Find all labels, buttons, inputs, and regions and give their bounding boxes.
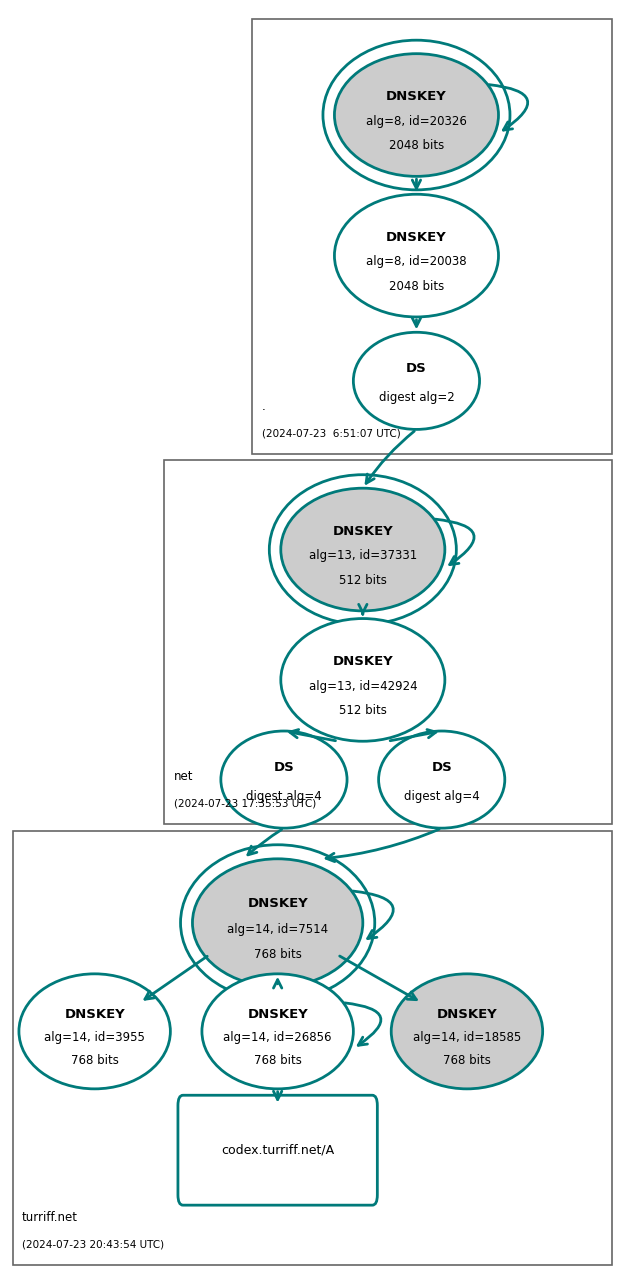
FancyArrowPatch shape <box>290 730 336 741</box>
Text: codex.turriff.net/A: codex.turriff.net/A <box>221 1144 334 1157</box>
Text: (2024-07-23 20:43:54 UTC): (2024-07-23 20:43:54 UTC) <box>22 1240 164 1250</box>
Text: turriff.net: turriff.net <box>22 1212 78 1224</box>
Text: 768 bits: 768 bits <box>71 1053 119 1067</box>
Text: alg=14, id=18585: alg=14, id=18585 <box>413 1030 521 1044</box>
Text: 512 bits: 512 bits <box>339 574 387 587</box>
Text: alg=13, id=37331: alg=13, id=37331 <box>309 550 417 562</box>
FancyArrowPatch shape <box>366 431 415 483</box>
FancyBboxPatch shape <box>178 1095 377 1205</box>
Bar <box>164 460 612 824</box>
FancyArrowPatch shape <box>390 730 436 741</box>
Text: 2048 bits: 2048 bits <box>389 280 444 293</box>
Text: DS: DS <box>432 760 452 774</box>
Ellipse shape <box>391 974 543 1089</box>
Ellipse shape <box>281 619 445 741</box>
Text: .: . <box>262 400 266 413</box>
Ellipse shape <box>281 488 445 611</box>
FancyArrowPatch shape <box>339 956 416 999</box>
FancyArrowPatch shape <box>435 519 474 565</box>
Ellipse shape <box>334 54 498 176</box>
Text: DNSKEY: DNSKEY <box>333 656 393 668</box>
Text: DNSKEY: DNSKEY <box>386 91 447 104</box>
Text: (2024-07-23  6:51:07 UTC): (2024-07-23 6:51:07 UTC) <box>262 428 401 438</box>
FancyArrowPatch shape <box>358 604 367 613</box>
FancyArrowPatch shape <box>145 956 207 999</box>
Text: 512 bits: 512 bits <box>339 704 387 717</box>
Text: DNSKEY: DNSKEY <box>64 1007 125 1021</box>
Text: alg=14, id=7514: alg=14, id=7514 <box>227 923 328 935</box>
Text: DNSKEY: DNSKEY <box>437 1007 497 1021</box>
FancyArrowPatch shape <box>489 84 528 130</box>
Ellipse shape <box>334 194 498 317</box>
Text: 768 bits: 768 bits <box>254 948 302 961</box>
Text: digest alg=4: digest alg=4 <box>246 790 322 803</box>
FancyArrowPatch shape <box>326 829 439 861</box>
FancyArrowPatch shape <box>273 980 282 988</box>
Text: DNSKEY: DNSKEY <box>386 231 447 244</box>
Text: DNSKEY: DNSKEY <box>247 1007 308 1021</box>
Text: (2024-07-23 17:35:53 UTC): (2024-07-23 17:35:53 UTC) <box>174 799 316 809</box>
Bar <box>13 831 612 1265</box>
Text: digest alg=4: digest alg=4 <box>404 790 480 803</box>
Bar <box>252 19 612 454</box>
FancyArrowPatch shape <box>248 829 281 855</box>
FancyArrowPatch shape <box>412 318 421 326</box>
Text: digest alg=2: digest alg=2 <box>379 391 454 404</box>
Text: 2048 bits: 2048 bits <box>389 139 444 152</box>
Ellipse shape <box>19 974 170 1089</box>
Text: alg=8, id=20038: alg=8, id=20038 <box>366 256 467 268</box>
FancyArrowPatch shape <box>412 179 421 188</box>
Ellipse shape <box>353 332 480 429</box>
Text: 768 bits: 768 bits <box>443 1053 491 1067</box>
Text: DS: DS <box>406 362 427 376</box>
Ellipse shape <box>202 974 353 1089</box>
Text: DNSKEY: DNSKEY <box>333 525 393 538</box>
Text: 768 bits: 768 bits <box>254 1053 302 1067</box>
Ellipse shape <box>379 731 505 828</box>
Text: DS: DS <box>274 760 294 774</box>
FancyArrowPatch shape <box>273 1091 282 1099</box>
FancyArrowPatch shape <box>345 1003 381 1045</box>
Text: net: net <box>174 771 193 783</box>
FancyArrowPatch shape <box>353 891 393 938</box>
Text: alg=14, id=26856: alg=14, id=26856 <box>223 1030 332 1044</box>
Ellipse shape <box>221 731 347 828</box>
Text: alg=14, id=3955: alg=14, id=3955 <box>44 1030 145 1044</box>
Text: alg=13, id=42924: alg=13, id=42924 <box>309 680 417 693</box>
Ellipse shape <box>192 859 363 987</box>
Text: DNSKEY: DNSKEY <box>247 897 308 910</box>
Text: alg=8, id=20326: alg=8, id=20326 <box>366 115 467 128</box>
